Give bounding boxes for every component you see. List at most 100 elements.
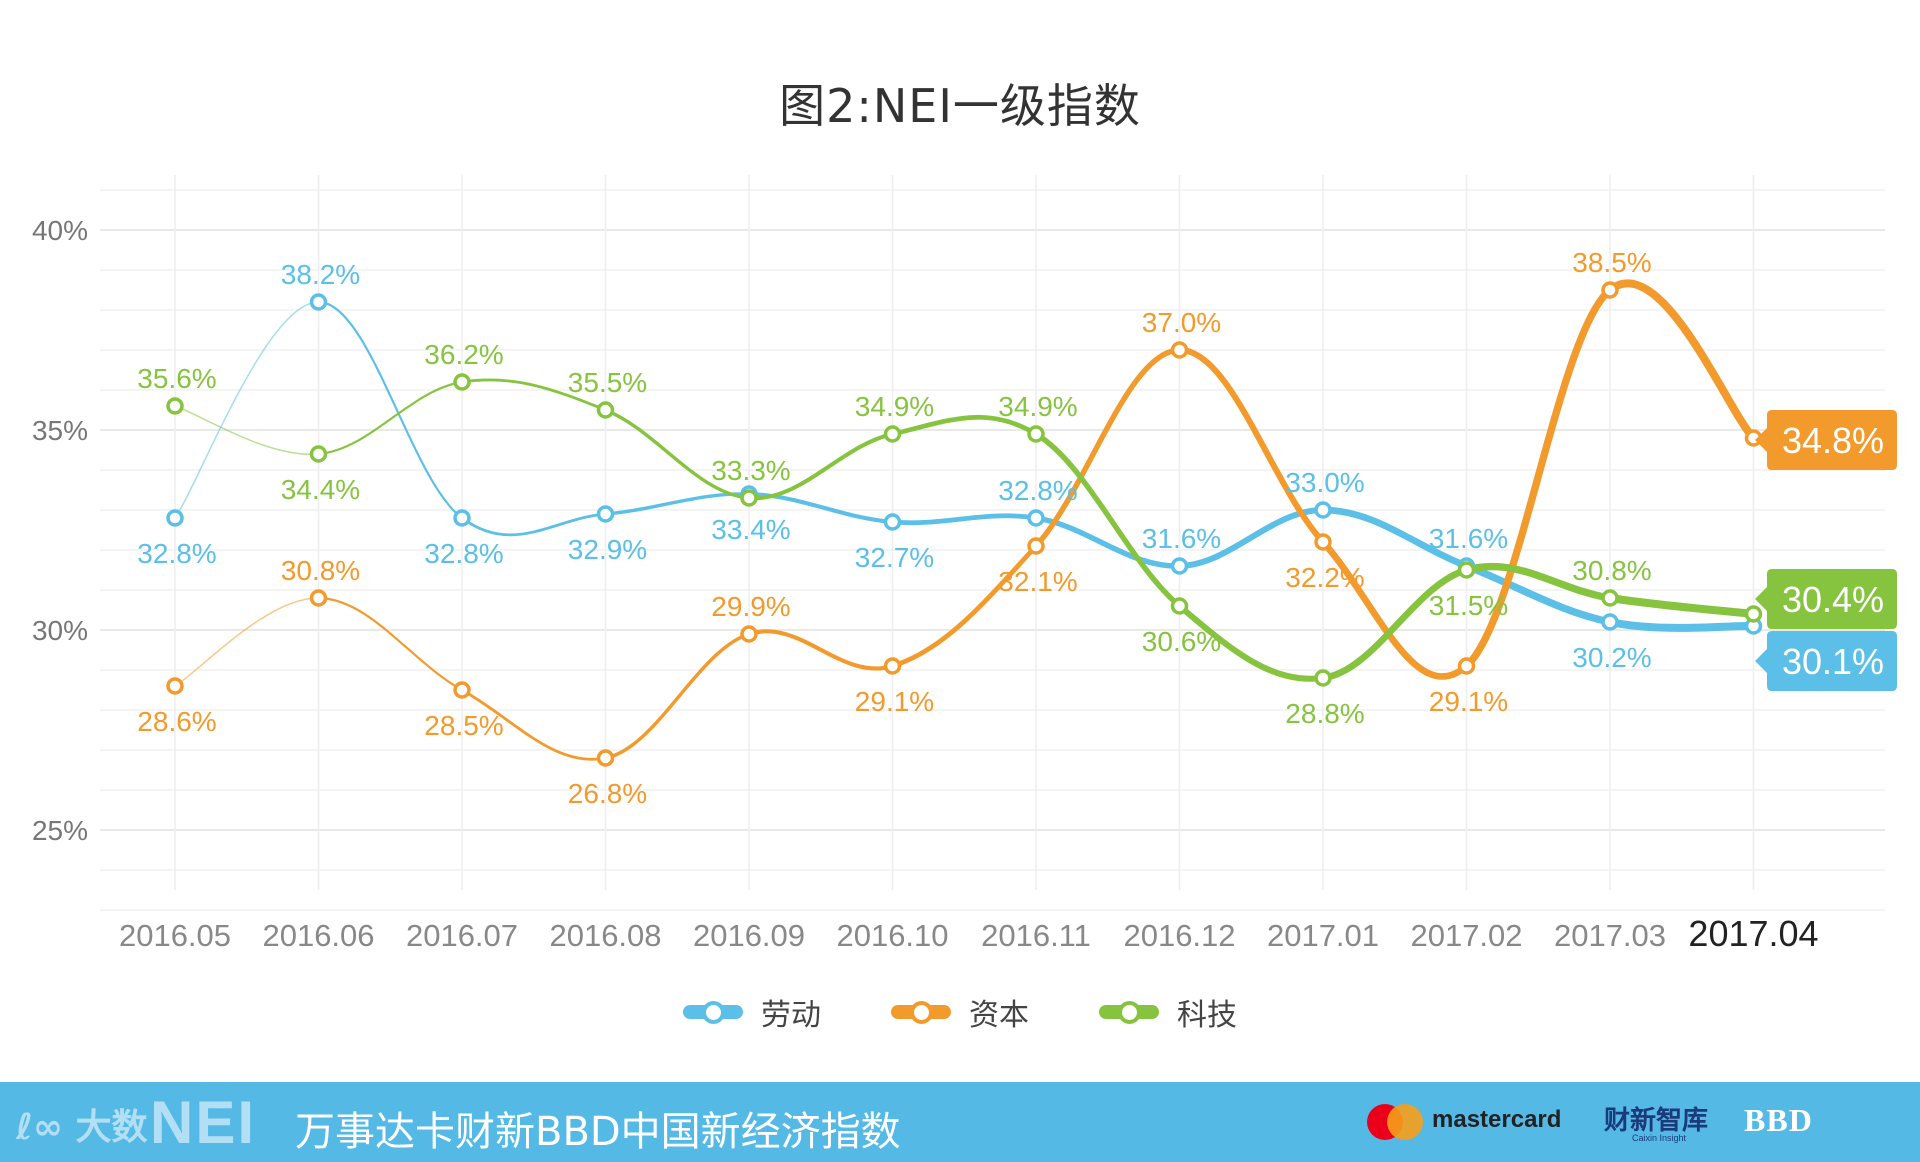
line-tech [1606,594,1758,618]
point-capital[interactable] [1170,341,1189,359]
data-label-capital: 29.1% [855,686,934,717]
point-tech[interactable] [1744,605,1763,623]
legend-item-capital[interactable]: 资本 [891,990,1029,1034]
end-label-labor: 30.1% [1782,641,1884,682]
point-capital[interactable] [309,589,328,607]
point-tech[interactable] [1027,425,1045,443]
line-tech [746,431,895,501]
line-capital [174,597,320,687]
point-labor[interactable] [1170,557,1189,575]
line-capital [1462,286,1614,670]
line-tech [603,408,751,500]
end-tag-labor [1755,631,1897,691]
footer-banner: ℓ∞ 大数 NEI 万事达卡财新BBD中国新经济指数 mastercard 财新… [0,1082,1920,1162]
line-tech [1033,431,1183,609]
legend-swatch-capital [891,1001,951,1024]
point-labor[interactable] [1601,613,1619,631]
x-tick-label: 2016.11 [981,918,1091,953]
point-tech[interactable] [883,425,902,443]
legend-label-tech: 科技 [1177,998,1237,1033]
line-labor [460,512,607,537]
y-tick-label: 35% [32,415,88,446]
end-tag-tech [1755,569,1897,629]
data-label-labor: 33.0% [1285,467,1364,498]
caixin-subtitle: Caixin Insight [1632,1133,1687,1143]
legend-swatch-labor [683,1001,743,1024]
line-labor [890,513,1039,526]
point-tech[interactable] [309,445,328,463]
point-labor[interactable] [883,513,902,531]
point-labor[interactable] [596,505,615,523]
line-labor [1606,618,1758,632]
mastercard-wordmark: mastercard [1432,1106,1562,1133]
line-capital [1176,346,1327,546]
line-tech [890,414,1039,437]
point-capital[interactable] [1601,281,1619,299]
point-tech[interactable] [740,489,758,507]
line-labor [317,300,464,520]
line-capital [1033,347,1183,549]
point-labor[interactable] [453,509,471,527]
point-capital[interactable] [740,625,758,643]
y-tick-label: 30% [32,615,88,646]
data-label-tech: 34.4% [281,474,360,505]
chart-title: 图2:NEI一级指数 [779,79,1141,133]
point-capital[interactable] [1027,537,1045,555]
data-label-tech: 34.9% [998,391,1077,422]
point-labor[interactable] [309,293,328,311]
point-tech[interactable] [1601,589,1619,607]
data-label-labor: 31.6% [1429,523,1508,554]
point-capital[interactable] [883,657,902,675]
footer-title: 万事达卡财新BBD中国新经济指数 [295,1109,901,1155]
line-tech [174,405,320,455]
legend-swatch-tech [1099,1001,1159,1024]
x-tick-label: 2017.01 [1267,918,1379,953]
point-tech[interactable] [453,373,471,391]
data-label-labor: 31.6% [1142,523,1221,554]
line-capital [746,629,895,671]
x-tick-label: 2016.08 [549,918,661,953]
data-label-capital: 28.6% [137,706,216,737]
line-capital [890,543,1039,669]
point-tech[interactable] [1457,561,1476,579]
data-label-capital: 28.5% [424,710,503,741]
nei-logo: NEI [150,1089,257,1156]
point-tech[interactable] [596,401,615,419]
point-tech[interactable] [1170,597,1189,615]
point-labor[interactable] [1027,509,1045,527]
line-capital [1319,538,1470,680]
data-label-labor: 32.8% [137,538,216,569]
data-label-tech: 30.8% [1572,555,1651,586]
data-label-capital: 32.1% [998,566,1077,597]
data-label-capital: 38.5% [1572,247,1651,278]
line-labor [1176,506,1327,570]
point-capital[interactable] [1457,657,1476,675]
x-tick-label: 2017.03 [1554,918,1666,953]
point-tech[interactable] [166,397,184,415]
point-capital[interactable] [453,681,471,699]
x-tick-label: 2016.10 [836,918,948,953]
legend-item-labor[interactable]: 劳动 [683,990,821,1034]
line-tech [460,378,607,412]
legend-item-tech[interactable]: 科技 [1099,990,1237,1034]
data-label-capital: 30.8% [281,555,360,586]
legend-label-capital: 资本 [969,998,1029,1033]
bbd-logo: BBD [1744,1102,1813,1138]
point-tech[interactable] [1314,669,1332,687]
point-capital[interactable] [166,677,184,695]
x-tick-label: 2016.12 [1123,918,1235,953]
point-labor[interactable] [166,509,184,527]
brand-logo-text: ℓ∞ 大数 [16,1107,148,1148]
point-labor[interactable] [1314,501,1332,519]
data-label-labor: 32.7% [855,542,934,573]
data-label-labor: 32.8% [424,538,503,569]
point-capital[interactable] [1314,533,1332,551]
data-label-labor: 33.4% [711,514,790,545]
point-capital[interactable] [596,749,615,767]
data-label-tech: 34.9% [855,391,934,422]
caixin-logo: 财新智库 [1604,1106,1709,1136]
data-label-tech: 35.5% [568,367,647,398]
line-labor [174,301,320,519]
line-capital [1606,279,1758,442]
data-label-capital: 32.2% [1285,562,1364,593]
